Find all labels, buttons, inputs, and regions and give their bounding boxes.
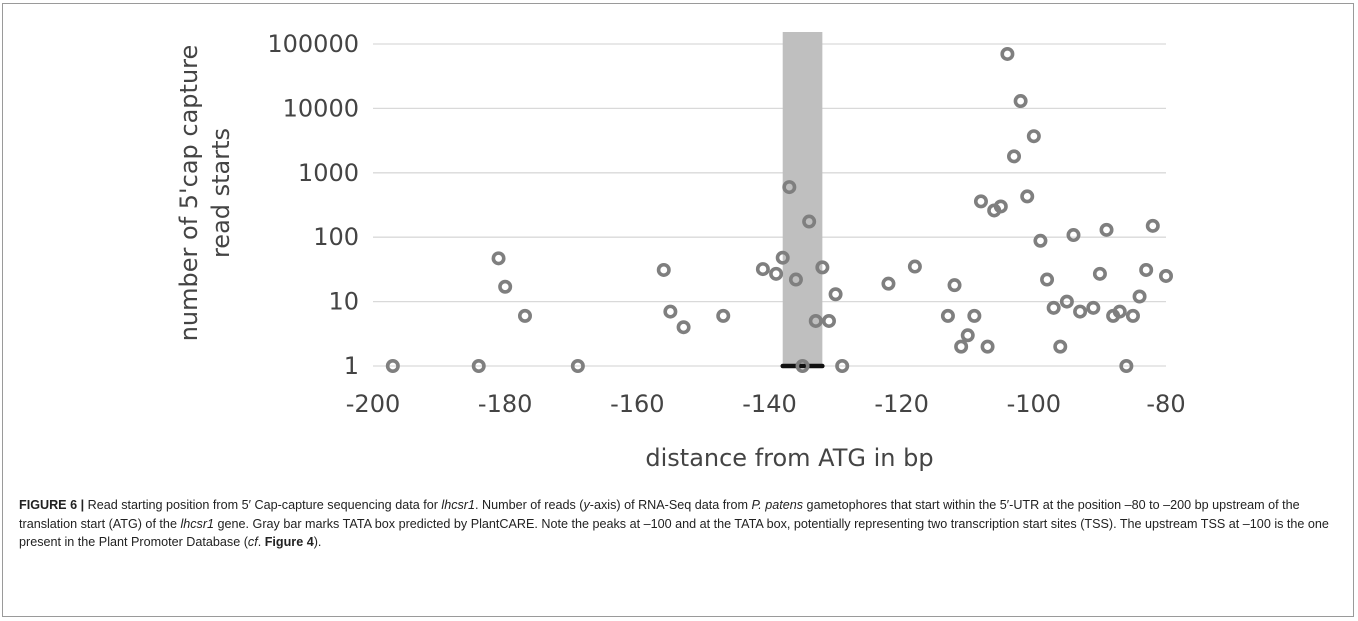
- data-point: [656, 262, 671, 277]
- caption-text: gametophores that start within the 5′-UT…: [19, 498, 1300, 531]
- x-tick-label: -140: [742, 390, 796, 418]
- data-point: [815, 260, 830, 275]
- data-point: [973, 194, 988, 209]
- data-point: [1073, 304, 1088, 319]
- y-axis-label-line2: read starts: [207, 128, 235, 258]
- data-point: [802, 214, 817, 229]
- data-point: [1125, 308, 1140, 323]
- data-point: [993, 199, 1008, 214]
- data-point: [1000, 46, 1015, 61]
- data-point: [1139, 262, 1154, 277]
- x-tick-label: -100: [1007, 390, 1061, 418]
- data-point: [1026, 129, 1041, 144]
- x-tick-label: -80: [1146, 390, 1185, 418]
- data-point: [517, 308, 532, 323]
- data-point: [940, 308, 955, 323]
- x-tick-label: -160: [610, 390, 664, 418]
- data-point: [471, 358, 486, 373]
- y-tick-label: 1000: [298, 159, 359, 187]
- y-tick-label: 1: [344, 352, 359, 380]
- data-point: [1007, 149, 1022, 164]
- data-point: [947, 278, 962, 293]
- data-point: [788, 272, 803, 287]
- data-point: [1112, 304, 1127, 319]
- x-tick-label: -200: [346, 390, 400, 418]
- caption-species: P. patens: [751, 498, 804, 512]
- data-point: [782, 180, 797, 195]
- data-point: [808, 313, 823, 328]
- y-tick-labels: 1 10 100 1000 10000 100000: [267, 30, 359, 380]
- caption-figure-ref: Figure 4: [264, 535, 314, 549]
- data-point: [1046, 300, 1061, 315]
- data-points: [385, 46, 1174, 373]
- data-point: [775, 250, 790, 265]
- data-point: [1053, 339, 1068, 354]
- caption-text: .: [257, 535, 265, 549]
- data-point: [795, 358, 810, 373]
- data-point: [1119, 358, 1134, 373]
- data-point: [1020, 189, 1035, 204]
- data-point: [663, 304, 678, 319]
- data-point: [967, 308, 982, 323]
- data-point: [835, 358, 850, 373]
- x-axis-label: distance from ATG in bp: [645, 444, 933, 472]
- figure-frame: 1 10 100 1000 10000 100000 -200 -180 -160 -140 -1…: [2, 3, 1354, 617]
- data-point: [769, 266, 784, 281]
- data-point: [676, 320, 691, 335]
- x-tick-label: -120: [874, 390, 928, 418]
- data-point: [385, 358, 400, 373]
- scatter-chart: 1 10 100 1000 10000 100000 -200 -180 -160 -140 -1…: [175, 30, 1186, 472]
- data-point: [1099, 222, 1114, 237]
- tata-box-bar: [782, 32, 823, 366]
- data-point: [960, 328, 975, 343]
- data-point: [1132, 289, 1147, 304]
- data-point: [1040, 272, 1055, 287]
- data-point: [491, 251, 506, 266]
- data-point: [828, 287, 843, 302]
- x-tick-labels: -200 -180 -160 -140 -120 -100 -80: [346, 390, 1186, 418]
- y-tick-label: 100000: [267, 30, 359, 58]
- data-point: [954, 339, 969, 354]
- data-point: [907, 259, 922, 274]
- x-tick-label: -180: [478, 390, 532, 418]
- data-point: [1092, 266, 1107, 281]
- data-point: [1086, 300, 1101, 315]
- caption-text: ).: [313, 535, 322, 549]
- data-point: [980, 339, 995, 354]
- data-point: [570, 358, 585, 373]
- y-tick-label: 100: [313, 223, 359, 251]
- caption-axis-ref: y: [583, 498, 590, 512]
- caption-text: Read starting position from 5′ Cap-captu…: [84, 498, 442, 512]
- caption-text: . Number of reads (: [475, 498, 584, 512]
- data-point: [1013, 94, 1028, 109]
- data-point: [1159, 268, 1174, 283]
- caption-text: -axis) of RNA-Seq data from: [589, 498, 752, 512]
- caption-gene-name: lhcsr1: [180, 516, 215, 531]
- data-point: [498, 279, 513, 294]
- data-point: [881, 276, 896, 291]
- gridlines: [373, 43, 1166, 367]
- data-point: [1033, 233, 1048, 248]
- data-point: [755, 262, 770, 277]
- data-point: [821, 313, 836, 328]
- y-tick-label: 10: [328, 288, 359, 316]
- data-point: [1059, 294, 1074, 309]
- caption-gene-name: lhcsr1: [441, 498, 475, 512]
- caption-figure-label: FIGURE 6 |: [19, 498, 85, 512]
- y-axis-label-line1: number of 5'cap capture: [175, 45, 203, 342]
- y-tick-label: 10000: [283, 94, 359, 122]
- data-point: [1066, 228, 1081, 243]
- data-point: [716, 308, 731, 323]
- caption-cf: cf: [247, 535, 258, 549]
- caption-text: gene. Gray bar marks TATA box predicted …: [19, 516, 1329, 550]
- figure-caption: FIGURE 6 | Read starting position from 5…: [19, 496, 1345, 552]
- data-point: [1145, 218, 1160, 233]
